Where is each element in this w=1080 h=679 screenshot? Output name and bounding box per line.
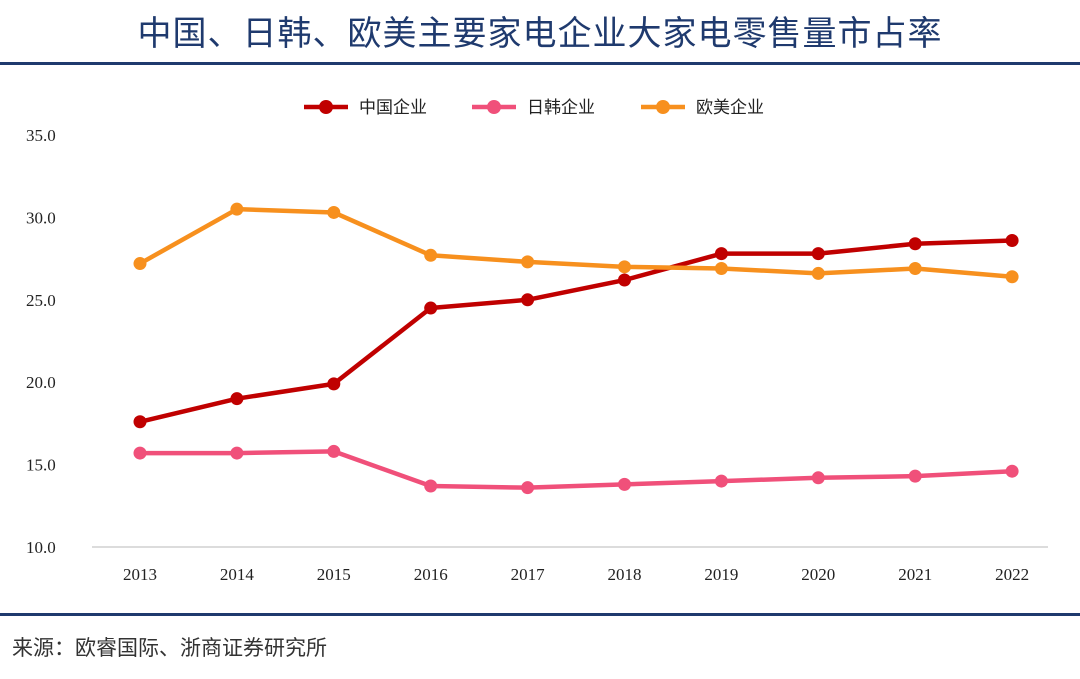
data-point — [424, 248, 438, 262]
legend-label: 日韩企业 — [527, 98, 595, 118]
legend: 中国企业 日韩企业 欧美企业 — [304, 98, 764, 118]
y-tick-label: 15.0 — [26, 456, 56, 475]
data-point — [908, 237, 922, 251]
data-point — [424, 301, 438, 315]
data-point — [1005, 464, 1019, 478]
data-point — [133, 415, 147, 429]
series-2 — [133, 444, 1019, 495]
data-point — [811, 266, 825, 280]
x-tick-label: 2014 — [220, 565, 255, 584]
legend-swatch-marker — [319, 100, 333, 114]
data-point — [908, 261, 922, 275]
series-line — [137, 206, 1015, 279]
series-3 — [133, 202, 1019, 284]
data-point — [714, 474, 728, 488]
y-tick-label: 10.0 — [26, 538, 56, 557]
data-point — [618, 273, 631, 287]
data-point — [133, 257, 147, 271]
legend-swatch-marker — [656, 100, 670, 114]
data-point — [327, 444, 341, 458]
footer-divider — [0, 613, 1080, 616]
series-line — [137, 449, 1015, 490]
series-group — [133, 202, 1019, 495]
data-point — [327, 377, 341, 391]
legend-label: 中国企业 — [359, 98, 427, 118]
data-point — [714, 247, 728, 261]
data-point — [521, 481, 535, 495]
y-axis: 10.0 15.0 20.0 25.0 30.0 35.0 — [26, 126, 56, 557]
data-point — [618, 260, 631, 274]
series-line — [137, 238, 1015, 425]
y-tick-label: 20.0 — [26, 373, 56, 392]
data-point — [618, 477, 631, 491]
x-axis: 2013 2014 2015 2016 2017 2018 2019 2020 2021 2022 — [92, 546, 1048, 584]
line-chart: 中国企业 日韩企业 欧美企业 10.0 15.0 20.0 25.0 30.0 35.0 20… — [26, 98, 1048, 584]
data-point — [1005, 233, 1019, 247]
legend-item: 中国企业 — [304, 98, 427, 118]
data-point — [230, 202, 244, 216]
data-point — [521, 293, 535, 307]
x-tick-label: 2019 — [704, 565, 738, 584]
data-point — [521, 255, 535, 269]
series-1 — [133, 233, 1019, 429]
title-divider — [0, 62, 1080, 65]
data-point — [230, 446, 244, 460]
data-point — [327, 205, 341, 219]
x-tick-label: 2018 — [608, 565, 642, 584]
legend-item: 欧美企业 — [641, 98, 764, 118]
x-tick-label: 2020 — [801, 565, 835, 584]
y-tick-label: 35.0 — [26, 126, 56, 145]
x-tick-label: 2022 — [995, 565, 1029, 584]
data-point — [811, 471, 825, 485]
source-note: 来源：欧睿国际、浙商证券研究所 — [12, 636, 327, 660]
x-tick-label: 2016 — [414, 565, 448, 584]
y-tick-label: 25.0 — [26, 291, 56, 310]
legend-swatch-marker — [487, 100, 501, 114]
data-point — [908, 469, 922, 483]
data-point — [133, 446, 147, 460]
data-point — [811, 247, 825, 261]
data-point — [714, 261, 728, 275]
legend-label: 欧美企业 — [696, 98, 764, 118]
data-point — [230, 392, 244, 406]
x-tick-label: 2021 — [898, 565, 932, 584]
x-tick-label: 2017 — [511, 565, 546, 584]
y-tick-label: 30.0 — [26, 208, 56, 227]
data-point — [1005, 270, 1019, 284]
x-tick-label: 2015 — [317, 565, 351, 584]
data-point — [424, 479, 438, 493]
x-tick-label: 2013 — [123, 565, 157, 584]
legend-item: 日韩企业 — [472, 98, 595, 118]
chart-title: 中国、日韩、欧美主要家电企业大家电零售量市占率 — [137, 14, 943, 54]
